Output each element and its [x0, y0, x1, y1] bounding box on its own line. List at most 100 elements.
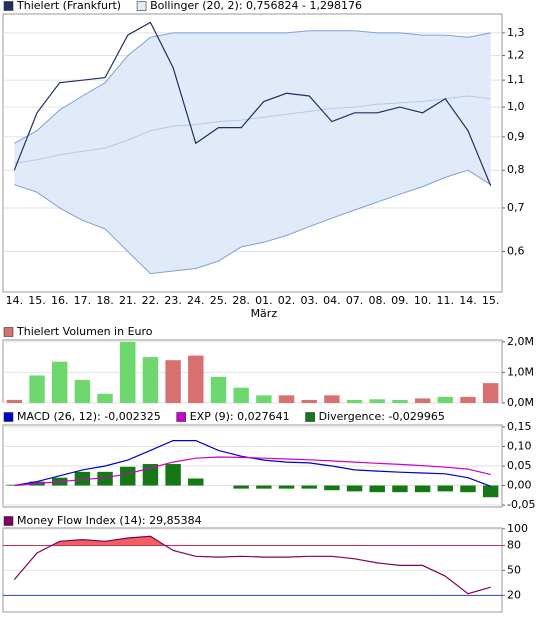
- bar: [392, 399, 408, 403]
- y-tick-label: 2,0M: [507, 335, 534, 348]
- bar: [369, 399, 385, 403]
- legend-swatch: [3, 1, 14, 11]
- bar: [346, 399, 363, 403]
- x-tick-label: 17.: [74, 294, 92, 307]
- bar: [74, 380, 91, 403]
- x-tick-label: 04.: [323, 294, 341, 307]
- legend-label: Bollinger (20, 2): 0,756824 - 1,298176: [150, 0, 362, 12]
- y-tick-label: 1,3: [507, 26, 525, 39]
- x-tick-label: 14.: [6, 294, 24, 307]
- legend-swatch: [305, 412, 315, 422]
- y-tick-label: 80: [507, 538, 521, 551]
- bollinger-lower: [14, 169, 491, 275]
- bar: [278, 395, 295, 403]
- y-tick-label: 0,9: [507, 130, 525, 143]
- bar: [256, 395, 272, 403]
- bar: [301, 399, 317, 403]
- y-tick-label: 0,0M: [507, 396, 534, 409]
- bar: [414, 398, 431, 403]
- y-tick-label: 100: [507, 522, 528, 535]
- bar: [233, 387, 249, 403]
- y-tick-label: 0,8: [507, 163, 525, 176]
- x-tick-label: 01.: [255, 294, 273, 307]
- x-tick-label: 02.: [278, 294, 296, 307]
- x-tick-label: 21.: [119, 294, 137, 307]
- x-tick-label: 16.: [51, 294, 69, 307]
- series-line: [13, 21, 492, 187]
- y-tick-label: 0,15: [507, 420, 532, 433]
- bar: [482, 383, 499, 403]
- x-tick-label: 22.: [142, 294, 160, 307]
- bollinger-upper: [14, 30, 491, 144]
- legend-label: Money Flow Index (14): 29,85384: [17, 514, 202, 527]
- bar: [165, 464, 181, 486]
- bar: [51, 361, 68, 403]
- bollinger-middle: [14, 95, 491, 164]
- bar: [460, 396, 476, 403]
- bar: [210, 377, 227, 403]
- bar: [6, 399, 23, 403]
- bar: [97, 471, 113, 486]
- x-tick-label: 23.: [164, 294, 182, 307]
- bar: [414, 485, 431, 493]
- x-tick-label: 18.: [96, 294, 114, 307]
- legend-swatch: [3, 412, 14, 422]
- y-tick-label: 0,6: [507, 245, 525, 258]
- bar: [165, 360, 181, 403]
- x-tick-label: 11.: [437, 294, 455, 307]
- y-tick-label: 0,10: [507, 439, 532, 452]
- legend-label: Divergence: -0,029965: [319, 410, 445, 423]
- x-tick-label: 15.: [482, 294, 500, 307]
- x-tick-label: 24.: [187, 294, 205, 307]
- bar: [29, 375, 45, 403]
- bar: [142, 357, 159, 403]
- x-tick-label: 10.: [414, 294, 432, 307]
- bar: [233, 485, 249, 489]
- y-tick-label: 0,00: [507, 479, 532, 492]
- y-tick-label: -0,05: [507, 498, 535, 511]
- bar: [301, 485, 317, 489]
- bar: [97, 393, 113, 403]
- bar: [188, 478, 204, 486]
- bar: [369, 485, 385, 493]
- bar: [437, 396, 454, 403]
- y-tick-label: 1,1: [507, 73, 525, 86]
- y-tick-label: 0,05: [507, 459, 532, 472]
- x-tick-label: 07.: [346, 294, 364, 307]
- bar: [120, 341, 136, 403]
- legend-label: Thielert Volumen in Euro: [16, 325, 153, 338]
- bar: [324, 395, 340, 403]
- x-tick-label: 15.: [28, 294, 46, 307]
- y-tick-label: 50: [507, 563, 521, 576]
- x-tick-label: 28.: [232, 294, 250, 307]
- bar: [74, 471, 91, 486]
- legend-label: Thielert (Frankfurt): [16, 0, 121, 12]
- bollinger-band: [14, 30, 491, 274]
- bar: [142, 464, 159, 486]
- overbought-area: [14, 536, 491, 546]
- x-tick-label: 03.: [300, 294, 318, 307]
- x-month-label: März: [251, 307, 278, 320]
- x-tick-label: 25.: [210, 294, 228, 307]
- series-line: [14, 456, 491, 487]
- legend-label: MACD (26, 12): -0,002325: [17, 410, 161, 423]
- bar: [437, 485, 454, 492]
- bar: [482, 485, 499, 498]
- y-tick-label: 0,7: [507, 201, 525, 214]
- x-tick-label: 14.: [459, 294, 477, 307]
- bar: [324, 485, 340, 491]
- bar: [278, 485, 295, 489]
- legend-swatch: [176, 412, 187, 422]
- legend-swatch: [136, 1, 147, 11]
- series-line: [13, 535, 491, 595]
- bar: [346, 485, 363, 492]
- y-tick-label: 1,0M: [507, 365, 534, 378]
- legend-label: EXP (9): 0,027641: [190, 410, 290, 423]
- x-tick-label: 09.: [391, 294, 409, 307]
- y-tick-label: 20: [507, 588, 521, 601]
- bar: [188, 355, 204, 403]
- bar: [120, 466, 136, 486]
- bar: [460, 485, 476, 493]
- bar: [256, 485, 272, 489]
